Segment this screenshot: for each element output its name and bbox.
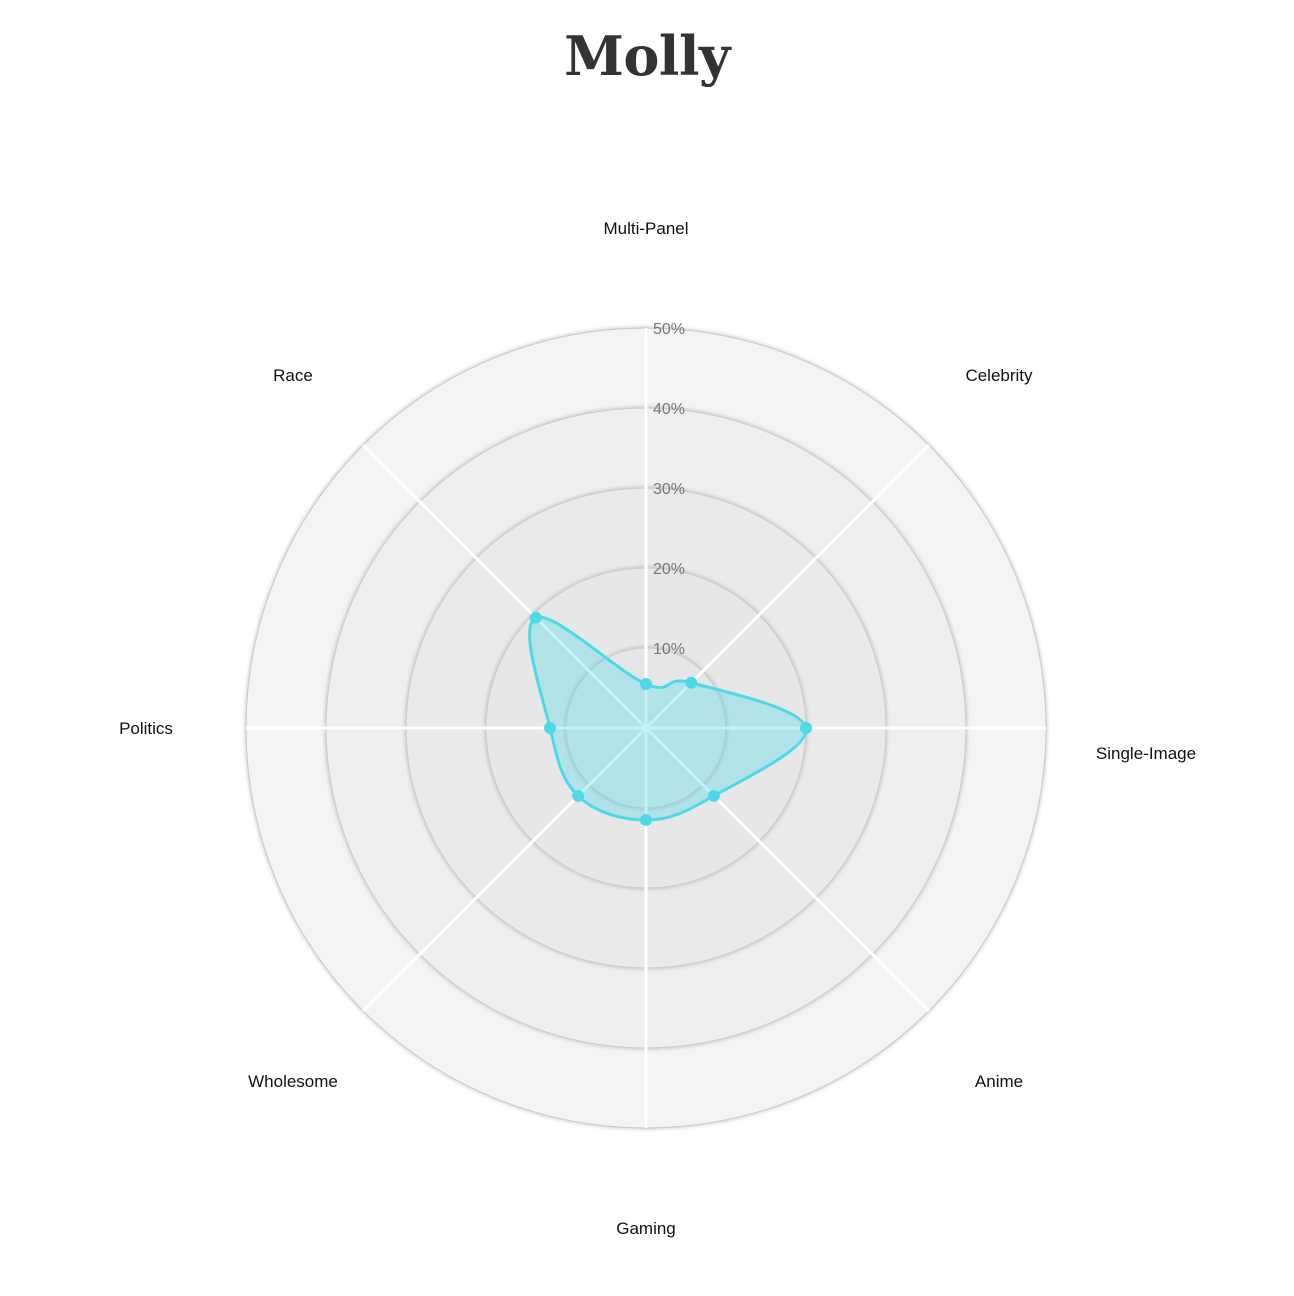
axis-label-multi-panel: Multi-Panel [603, 219, 688, 238]
chart-title: Molly [564, 24, 730, 88]
data-point-single-image[interactable] [800, 722, 812, 734]
series-layer [528, 611, 812, 826]
data-point-gaming[interactable] [640, 814, 652, 826]
tick-label: 20% [653, 561, 685, 578]
tick-labels: 10% 20% 30% 40% 50% [653, 321, 685, 658]
axis-label-wholesome: Wholesome [248, 1072, 338, 1091]
axis-labels: Multi-Panel Celebrity Single-Image Anime Gam… [119, 219, 1196, 1238]
grid-spoke [644, 726, 930, 1012]
data-point-celebrity[interactable] [685, 676, 698, 689]
tick-label: 30% [653, 481, 685, 498]
tick-label: 40% [653, 401, 685, 418]
axis-label-single-image: Single-Image [1096, 744, 1196, 763]
axis-label-celebrity: Celebrity [965, 366, 1033, 385]
grid-spoke [362, 444, 648, 730]
grid-spoke [362, 726, 648, 1012]
tick-label: 10% [653, 641, 685, 658]
data-point-race[interactable] [529, 611, 542, 624]
data-point-multi-panel[interactable] [640, 678, 652, 690]
axis-label-race: Race [273, 366, 313, 385]
axis-label-politics: Politics [119, 719, 173, 738]
axis-label-gaming: Gaming [616, 1219, 676, 1238]
data-point-wholesome[interactable] [572, 789, 585, 802]
grid-spokes [246, 328, 1046, 1128]
data-point-anime[interactable] [707, 789, 720, 802]
tick-label: 50% [653, 321, 685, 338]
data-point-politics[interactable] [544, 722, 556, 734]
axis-label-anime: Anime [975, 1072, 1023, 1091]
